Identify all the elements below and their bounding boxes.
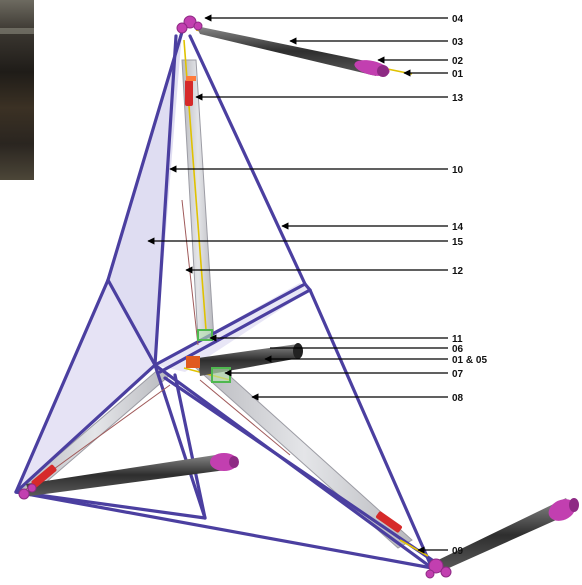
label-06: 06 [452,344,464,355]
label-08: 08 [452,393,464,404]
panel-15 [108,32,182,365]
actuator-bottom-right [434,498,579,572]
label-15: 15 [452,237,464,248]
label-12: 12 [452,266,464,277]
label-07: 07 [452,369,464,380]
actuator-bottom-left [26,453,239,496]
label-01-05: 01 & 05 [452,355,487,366]
panel-left [16,280,155,492]
inset-photo [0,0,34,180]
label-13: 13 [452,93,464,104]
red-parts [31,76,402,533]
label-03: 03 [452,37,464,48]
callout-labels: 04 03 02 01 13 10 14 15 12 11 06 01 & 05… [452,14,487,557]
leader-lines [147,14,448,554]
label-11: 11 [452,334,463,345]
label-09: 09 [452,546,464,557]
label-01: 01 [452,69,464,80]
node-caps [18,15,452,579]
label-14: 14 [452,222,464,233]
panel-center [155,283,310,372]
frame [14,30,434,570]
label-02: 02 [452,56,464,67]
label-04: 04 [452,14,464,25]
actuator-03 [196,26,390,77]
label-10: 10 [452,165,464,176]
